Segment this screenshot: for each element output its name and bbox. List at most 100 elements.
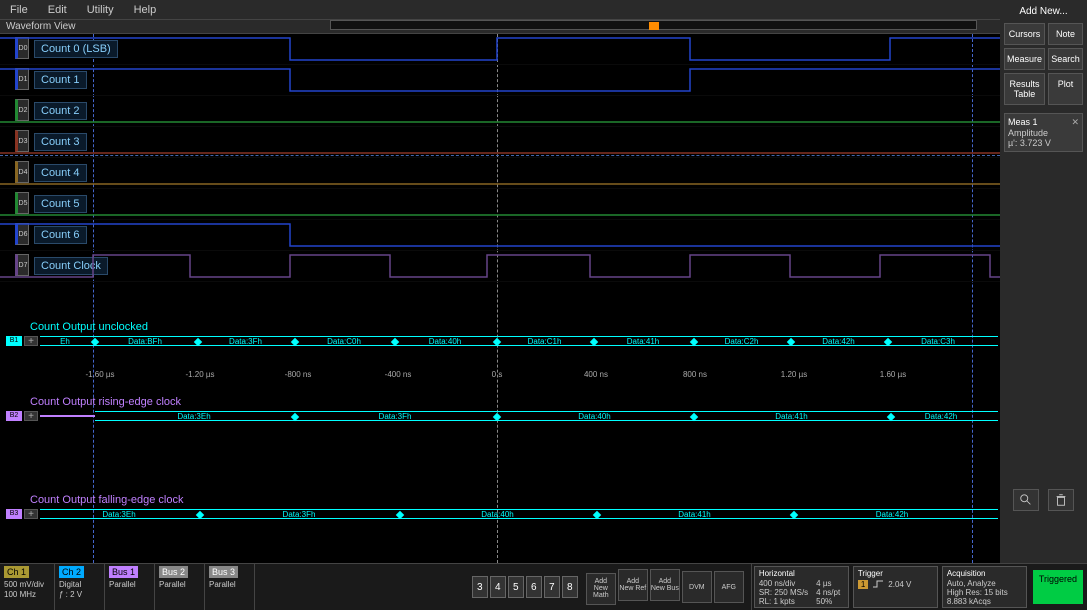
bus-1-expand[interactable]: + bbox=[24, 336, 38, 346]
trigger-title: Trigger bbox=[858, 569, 933, 578]
cursors-button[interactable]: Cursors bbox=[1004, 23, 1045, 45]
horiz-scale: 400 ns/div bbox=[759, 579, 808, 588]
channel-row-D7: D7Count Clock bbox=[0, 251, 1000, 282]
bus-B1-segment: Data:C2h bbox=[694, 337, 789, 347]
add-new-bus-button[interactable]: Add New Bus bbox=[650, 569, 680, 601]
time-tick: 1.60 µs bbox=[880, 370, 906, 379]
digital-channel-8-button[interactable]: 8 bbox=[562, 576, 578, 598]
measure-button[interactable]: Measure bbox=[1004, 48, 1045, 70]
afg-button[interactable]: AFG bbox=[714, 571, 744, 603]
channel-row-D4: D4Count 4 bbox=[0, 158, 1000, 189]
time-tick: -400 ns bbox=[385, 370, 412, 379]
waveform-D1 bbox=[0, 65, 1000, 95]
horiz-res: 4 ns/pt bbox=[816, 588, 840, 597]
time-tick: -800 ns bbox=[285, 370, 312, 379]
bus-3-expand[interactable]: + bbox=[24, 509, 38, 519]
menu-help[interactable]: Help bbox=[134, 4, 157, 16]
plot-button[interactable]: Plot bbox=[1048, 73, 1083, 105]
bus-B2-segment: Data:3Fh bbox=[295, 412, 495, 422]
bus3-header: Bus 3 bbox=[209, 566, 238, 578]
meas-close-icon[interactable]: ✕ bbox=[1071, 117, 1079, 128]
digital-channel-5-button[interactable]: 5 bbox=[508, 576, 524, 598]
bus-2-preamble bbox=[40, 415, 95, 417]
acq-count: 8.883 kAcqs bbox=[947, 597, 1022, 606]
bus-2-expand[interactable]: + bbox=[24, 411, 38, 421]
digital-channel-4-button[interactable]: 4 bbox=[490, 576, 506, 598]
ch1-bw: 100 MHz bbox=[4, 590, 50, 600]
trigger-marker-icon[interactable] bbox=[649, 22, 659, 30]
add-new-math-button[interactable]: Add New Math bbox=[586, 573, 616, 605]
ch2-thresh: ƒ : 2 V bbox=[59, 590, 100, 600]
bus-B1-segment: Data:BFh bbox=[95, 337, 195, 347]
horiz-title: Horizontal bbox=[759, 569, 844, 578]
bus-3-badge[interactable]: B3 bbox=[6, 509, 22, 519]
digital-channel-6-button[interactable]: 6 bbox=[526, 576, 542, 598]
bus-B1-segment: Eh bbox=[40, 337, 90, 347]
menu-bar: File Edit Utility Help bbox=[0, 0, 1087, 20]
bus-B3-segment: Data:3Eh bbox=[40, 510, 198, 520]
bus2-type: Parallel bbox=[159, 580, 200, 590]
channel-row-D3: D3Count 3 bbox=[0, 127, 1000, 158]
menu-edit[interactable]: Edit bbox=[48, 4, 67, 16]
timeline-overview[interactable] bbox=[330, 20, 977, 30]
digit-channel-block: 345678 Add New MathAdd New RefAdd New Bu… bbox=[255, 564, 752, 610]
menu-file[interactable]: File bbox=[10, 4, 28, 16]
bottom-bar: Ch 1 500 mV/div 100 MHz Ch 2 Digital ƒ :… bbox=[0, 563, 1087, 610]
search-button[interactable]: Search bbox=[1048, 48, 1083, 70]
channel-row-D2: D2Count 2 bbox=[0, 96, 1000, 127]
acquisition-block[interactable]: Acquisition Auto, Analyze High Res: 15 b… bbox=[942, 566, 1027, 608]
results-table-button[interactable]: Results Table bbox=[1004, 73, 1045, 105]
acq-title: Acquisition bbox=[947, 569, 1022, 578]
channel-row-D5: D5Count 5 bbox=[0, 189, 1000, 220]
digital-channel-7-button[interactable]: 7 bbox=[544, 576, 560, 598]
channel-row-D1: D1Count 1 bbox=[0, 65, 1000, 96]
meas-label: Amplitude bbox=[1008, 128, 1079, 138]
trigger-block[interactable]: Trigger 1 2.04 V bbox=[853, 566, 938, 608]
bus1-block[interactable]: Bus 1 Parallel bbox=[105, 564, 155, 610]
bus2-header: Bus 2 bbox=[159, 566, 188, 578]
bus-B2-segment: Data:3Eh bbox=[95, 412, 293, 422]
bus-2-label: Count Output rising-edge clock bbox=[30, 396, 181, 408]
bus3-block[interactable]: Bus 3 Parallel bbox=[205, 564, 255, 610]
time-tick: 800 ns bbox=[683, 370, 707, 379]
bus-B3-segment: Data:3Fh bbox=[200, 510, 398, 520]
waveform-D6 bbox=[0, 220, 1000, 250]
time-axis: -1.60 µs-1.20 µs-800 ns-400 ns0 s400 ns8… bbox=[0, 364, 1000, 384]
time-tick: 400 ns bbox=[584, 370, 608, 379]
meas-value: µ': 3.723 V bbox=[1008, 138, 1079, 148]
bus-1-label: Count Output unclocked bbox=[30, 321, 148, 333]
bus-B1-segment: Data:C3h bbox=[888, 337, 988, 347]
horiz-dur: 4 µs bbox=[816, 579, 840, 588]
digital-channel-3-button[interactable]: 3 bbox=[472, 576, 488, 598]
horizontal-block[interactable]: Horizontal 400 ns/div SR: 250 MS/s RL: 1… bbox=[754, 566, 849, 608]
ch2-header: Ch 2 bbox=[59, 566, 84, 578]
ch1-block[interactable]: Ch 1 500 mV/div 100 MHz bbox=[0, 564, 55, 610]
bus-B1-segment: Data:40h bbox=[395, 337, 495, 347]
triggered-badge[interactable]: Triggered bbox=[1033, 570, 1083, 604]
add-new-ref-button[interactable]: Add New Ref bbox=[618, 569, 648, 601]
bus2-block[interactable]: Bus 2 Parallel bbox=[155, 564, 205, 610]
measurement-box[interactable]: Meas 1 ✕ Amplitude µ': 3.723 V bbox=[1004, 113, 1083, 152]
bus-B3-segment: Data:40h bbox=[400, 510, 595, 520]
trash-icon[interactable] bbox=[1048, 489, 1074, 511]
meas-name: Meas 1 bbox=[1008, 117, 1038, 128]
waveform-main: D0Count 0 (LSB)D1Count 1D2Count 2D3Count… bbox=[0, 34, 1000, 563]
bus-3-section: Count Output falling-edge clock B3 + Dat… bbox=[0, 482, 1000, 552]
note-button[interactable]: Note bbox=[1048, 23, 1083, 45]
bus1-type: Parallel bbox=[109, 580, 150, 590]
waveform-D2 bbox=[0, 96, 1000, 126]
rising-edge-icon bbox=[872, 579, 884, 589]
waveform-title: Waveform View bbox=[6, 21, 75, 32]
menu-utility[interactable]: Utility bbox=[87, 4, 114, 16]
bus-2-badge[interactable]: B2 bbox=[6, 411, 22, 421]
horiz-sr: SR: 250 MS/s bbox=[759, 588, 808, 597]
bus-1-badge[interactable]: B1 bbox=[6, 336, 22, 346]
waveform-D0 bbox=[0, 34, 1000, 64]
time-tick: 0 s bbox=[492, 370, 503, 379]
acq-res: High Res: 15 bits bbox=[947, 588, 1022, 597]
bus-B1-segment: Data:3Fh bbox=[198, 337, 293, 347]
waveform-D7 bbox=[0, 251, 1000, 281]
ch2-block[interactable]: Ch 2 Digital ƒ : 2 V bbox=[55, 564, 105, 610]
zoom-icon[interactable] bbox=[1013, 489, 1039, 511]
dvm-button[interactable]: DVM bbox=[682, 571, 712, 603]
